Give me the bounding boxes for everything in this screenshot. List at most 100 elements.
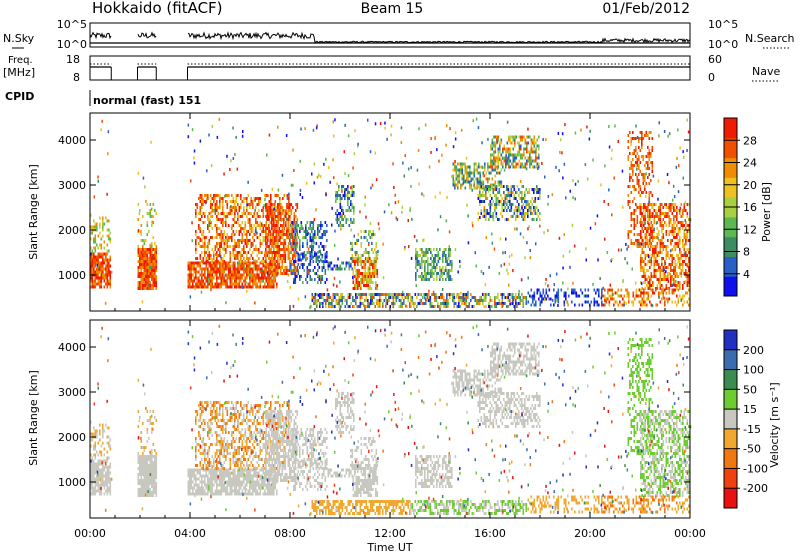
power-cell [142, 278, 144, 281]
power-cell [507, 194, 510, 197]
power-cell [223, 215, 226, 218]
power-cell [361, 293, 363, 296]
power-cell [372, 272, 374, 275]
power-cell [272, 260, 275, 263]
power-cell [347, 197, 349, 200]
power-cell [225, 236, 227, 239]
power-cell [108, 219, 110, 223]
power-cell [457, 180, 459, 184]
power-cell [581, 291, 584, 295]
power-cell [234, 248, 236, 251]
power-cell [211, 282, 214, 286]
power-cell [296, 227, 298, 230]
power-cell [395, 296, 398, 299]
power-cell [450, 293, 453, 296]
power-cell [216, 254, 218, 257]
power-cell [644, 275, 647, 278]
power-speck [352, 166, 354, 170]
power-cell [223, 264, 226, 268]
power-cell [493, 156, 495, 160]
power-cell [216, 206, 218, 209]
power-cell [284, 260, 287, 263]
power-cell [237, 212, 239, 215]
power-cell [219, 194, 221, 197]
power-cell [294, 257, 297, 260]
power-cell [491, 138, 494, 142]
power-cell [152, 215, 155, 218]
power-cell [296, 221, 298, 224]
power-cell [295, 215, 297, 218]
power-cell [231, 236, 233, 239]
power-cell [525, 206, 528, 209]
power-cell [259, 239, 262, 242]
power-cell [661, 236, 663, 239]
power-cell [372, 260, 375, 263]
power-cell [646, 230, 648, 233]
power-cell [285, 221, 287, 224]
power-cell [505, 147, 507, 151]
power-cell [143, 239, 146, 242]
power-speck [295, 228, 298, 232]
power-cell [646, 239, 648, 242]
power-speck [563, 233, 565, 237]
power-cell [284, 233, 287, 236]
power-cell [516, 209, 519, 212]
power-cell [252, 227, 254, 230]
power-cell [578, 303, 581, 307]
power-cell [363, 263, 365, 266]
power-cell [616, 291, 618, 295]
power-cell [358, 305, 360, 308]
power-cell [321, 255, 324, 259]
power-cell [320, 258, 322, 262]
power-cell [424, 275, 426, 278]
power-cell [641, 224, 643, 227]
power-cell [473, 162, 476, 166]
power-cell [282, 209, 284, 212]
power-cell [190, 285, 193, 289]
power-cell [509, 194, 511, 197]
power-speck [138, 212, 141, 216]
power-cell [244, 242, 247, 245]
power-cell [534, 209, 537, 212]
power-cell [416, 269, 419, 272]
power-cell [278, 251, 281, 254]
power-cell [352, 287, 355, 290]
power-cell [103, 240, 106, 244]
power-cell [539, 188, 541, 191]
power-cell [686, 236, 689, 239]
power-cell [252, 282, 254, 286]
power-cell [91, 282, 94, 286]
power-cell [270, 276, 272, 280]
power-cell [314, 278, 316, 281]
power-cell [641, 291, 644, 295]
power-cell [386, 299, 389, 302]
power-cell [485, 215, 487, 218]
power-cell [611, 288, 614, 292]
power-cell [149, 209, 152, 212]
power-cell [539, 191, 541, 194]
power-cell [287, 206, 290, 209]
power-cell [438, 305, 441, 308]
power-cell [644, 218, 647, 221]
power-cell [533, 218, 535, 221]
power-speck [475, 117, 478, 121]
power-cell [635, 209, 637, 212]
power-cell [342, 224, 345, 227]
power-cell [252, 242, 254, 245]
power-cell [619, 294, 621, 298]
power-cell [154, 284, 156, 287]
power-cell [314, 252, 316, 256]
power-cell [513, 305, 516, 308]
power-cell [352, 269, 355, 272]
power-cell [491, 144, 494, 148]
power-cell [345, 194, 348, 197]
power-cell [291, 221, 294, 224]
power-cell [449, 269, 452, 272]
power-cell [682, 269, 684, 272]
power-cell [249, 270, 251, 274]
power-cell [509, 203, 511, 206]
power-cell [142, 251, 144, 254]
power-cell [211, 285, 214, 289]
power-speck [446, 124, 448, 128]
power-cell [238, 260, 241, 263]
